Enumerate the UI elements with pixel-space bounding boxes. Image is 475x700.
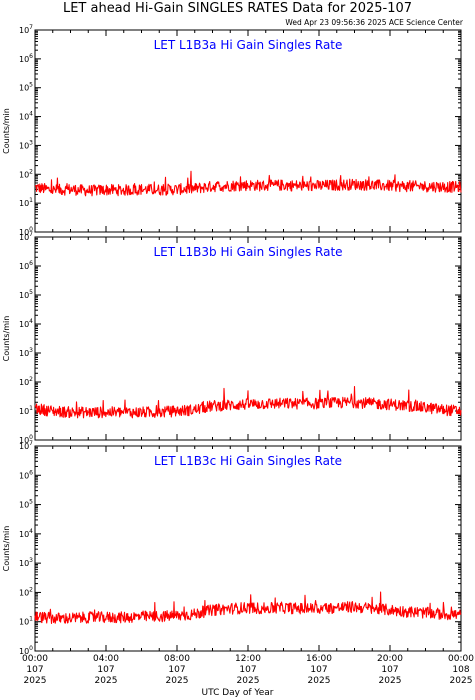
plot-frame xyxy=(34,236,462,441)
x-tick-label: 107 xyxy=(97,665,114,675)
y-tick-label: 104 xyxy=(19,111,33,122)
y-tick-label: 100 xyxy=(19,645,33,656)
figure-title: LET ahead Hi-Gain SINGLES RATES Data for… xyxy=(62,1,413,16)
x-tick-label: 2025 xyxy=(24,676,47,686)
panel-title: LET L1B3c Hi Gain Singles Rate xyxy=(154,454,342,468)
chart-panel-3: 100 101 102 103 104 105 106 107 Counts/min LET L1… xyxy=(2,440,462,656)
timestamp: Wed Apr 23 09:56:36 2025 ACE Science Cen… xyxy=(285,18,463,27)
y-tick-label: 107 xyxy=(19,440,33,451)
x-tick-label: 107 xyxy=(381,665,398,675)
x-tick-label: 2025 xyxy=(308,676,331,686)
x-tick-label: 107 xyxy=(310,665,327,675)
y-tick-label: 105 xyxy=(19,499,33,510)
series-line-1 xyxy=(34,591,462,624)
series-line-1 xyxy=(34,386,462,419)
x-tick-label: 2025 xyxy=(450,676,473,686)
x-tick-label: 107 xyxy=(26,665,43,675)
y-tick-label: 101 xyxy=(19,197,33,208)
y-tick-label: 100 xyxy=(19,226,33,237)
y-tick-label: 104 xyxy=(19,528,33,539)
y-tick-label: 103 xyxy=(19,347,33,358)
x-tick-label: 107 xyxy=(239,665,256,675)
y-tick-label: 103 xyxy=(19,139,33,150)
x-tick-label: 00:00 xyxy=(22,654,48,664)
panel-title: LET L1B3b Hi Gain Singles Rate xyxy=(153,245,342,259)
y-tick-label: 100 xyxy=(19,434,33,445)
x-tick-label: 16:00 xyxy=(306,654,332,664)
y-tick-label: 102 xyxy=(19,168,33,179)
y-axis-label: Counts/min xyxy=(2,108,11,154)
y-axis-label: Counts/min xyxy=(2,316,11,362)
y-tick-label: 104 xyxy=(19,318,33,329)
x-tick-label: 12:00 xyxy=(235,654,261,664)
x-axis-label: UTC Day of Year xyxy=(201,688,274,698)
chart-panel-2: 100 101 102 103 104 105 106 107 Counts/min LET L1… xyxy=(2,231,462,445)
x-tick-label: 2025 xyxy=(379,676,402,686)
y-axis-label: Counts/min xyxy=(2,526,11,572)
x-tick-label: 00:00 xyxy=(448,654,474,664)
y-tick-label: 106 xyxy=(19,260,33,271)
y-tick-label: 101 xyxy=(19,405,33,416)
y-tick-label: 105 xyxy=(19,289,33,300)
y-tick-label: 106 xyxy=(19,469,33,480)
y-tick-label: 107 xyxy=(19,24,33,35)
series-line-1 xyxy=(34,170,462,197)
y-tick-label: 102 xyxy=(19,376,33,387)
x-tick-label: 20:00 xyxy=(377,654,403,664)
y-tick-label: 103 xyxy=(19,557,33,568)
y-tick-label: 101 xyxy=(19,616,33,627)
x-tick-label: 04:00 xyxy=(93,654,119,664)
y-tick-label: 107 xyxy=(19,231,33,242)
x-tick-label: 08:00 xyxy=(164,654,190,664)
x-tick-label: 107 xyxy=(168,665,185,675)
x-tick-label: 2025 xyxy=(237,676,260,686)
x-tick-label: 2025 xyxy=(95,676,118,686)
y-tick-label: 102 xyxy=(19,586,33,597)
y-tick-label: 105 xyxy=(19,82,33,93)
y-tick-label: 106 xyxy=(19,53,33,64)
chart-panel-1: 100 101 102 103 104 105 106 107 Counts/min LET L1… xyxy=(2,24,462,237)
x-tick-label: 2025 xyxy=(166,676,189,686)
panel-title: LET L1B3a Hi Gain Singles Rate xyxy=(154,38,343,52)
plot-frame xyxy=(34,29,462,233)
x-tick-label: 108 xyxy=(452,665,469,675)
